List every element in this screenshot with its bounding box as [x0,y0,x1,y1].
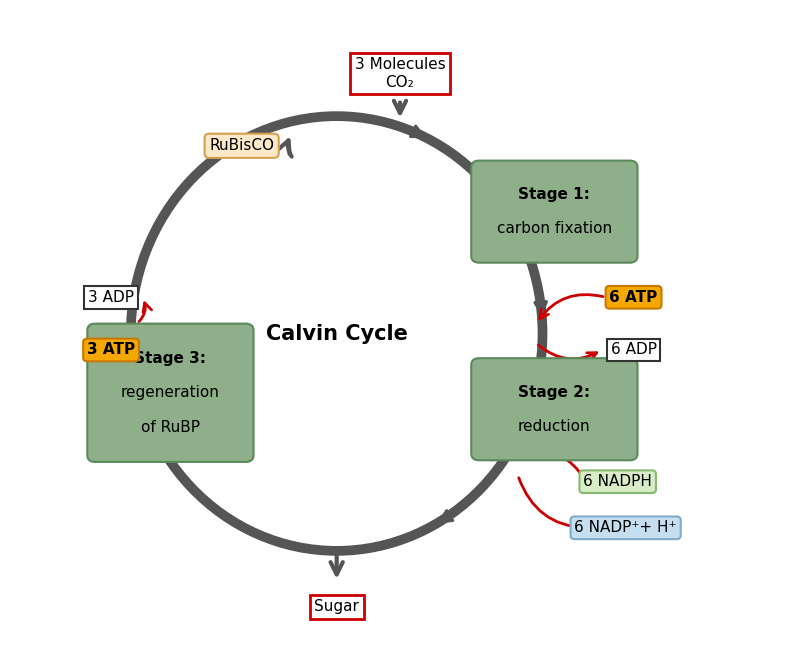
Text: carbon fixation: carbon fixation [497,221,612,236]
FancyBboxPatch shape [471,161,638,263]
Text: Sugar: Sugar [314,600,359,614]
Text: 6 NADPH: 6 NADPH [583,474,652,489]
Text: 3 ATP: 3 ATP [87,342,135,358]
Text: 6 NADP⁺+ H⁺: 6 NADP⁺+ H⁺ [574,520,677,536]
Text: reduction: reduction [518,419,590,434]
Text: 6 ADP: 6 ADP [610,342,657,358]
Text: 3 ADP: 3 ADP [88,289,134,305]
Text: regeneration: regeneration [121,386,220,400]
Text: Stage 2:: Stage 2: [518,385,590,400]
Text: Stage 3:: Stage 3: [134,351,206,366]
FancyBboxPatch shape [471,358,638,460]
FancyBboxPatch shape [87,323,254,462]
Text: of RuBP: of RuBP [141,420,200,434]
Text: RuBisCO: RuBisCO [209,138,274,153]
Text: 3 Molecules
CO₂: 3 Molecules CO₂ [354,57,446,89]
Text: Stage 1:: Stage 1: [518,187,590,202]
Text: Calvin Cycle: Calvin Cycle [266,323,408,344]
Text: 6 ATP: 6 ATP [610,289,658,305]
